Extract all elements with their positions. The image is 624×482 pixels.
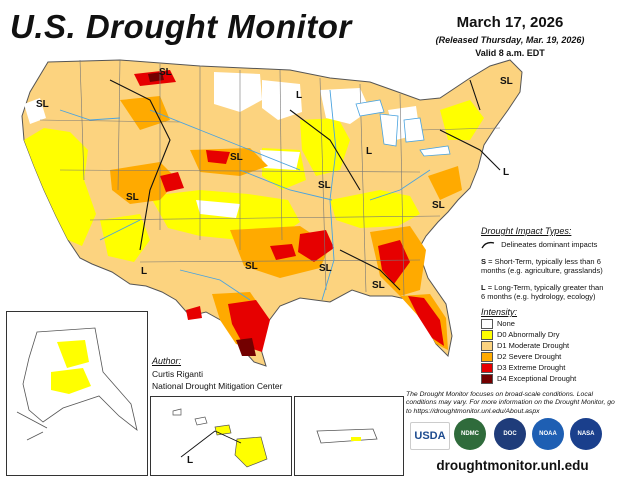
intensity-title: Intensity: (481, 307, 518, 317)
legend-d4: D4 Exceptional Drought (481, 374, 577, 385)
legend-d3-label: D3 Extreme Drought (497, 363, 566, 372)
state-borders (39, 59, 501, 297)
hawaii-map (172, 408, 268, 468)
release-date: (Released Thursday, Mar. 19, 2026) (435, 35, 585, 45)
puerto-rico-inset (294, 396, 404, 476)
legend-none: None (481, 319, 515, 330)
impact-s-text: = Short-Term, typically less than 6 mont… (481, 257, 603, 275)
label-l-new-mexico: L (141, 266, 148, 277)
hawaii-island-kauai (172, 408, 182, 416)
legend-d1-swatch (481, 341, 493, 352)
label-l-new-england: L (503, 167, 510, 178)
label-sl-montana: SL (159, 67, 172, 78)
author-label: Author: (152, 356, 182, 366)
usda-logo: USDA (410, 422, 450, 450)
website-link[interactable]: droughtmonitor.unl.edu (436, 458, 589, 473)
impact-long-term: L = Long-Term, typically greater than 6 … (481, 283, 606, 301)
legend-d0: D0 Abnormally Dry (481, 330, 560, 341)
d0-areas (24, 100, 484, 262)
label-sl-louisiana: SL (319, 263, 332, 274)
author-org: National Drought Mitigation Center (152, 381, 283, 391)
impact-l-text: = Long-Term, typically greater than 6 mo… (481, 283, 604, 301)
label-l-michigan: L (366, 146, 373, 157)
legend-d2-label: D2 Severe Drought (497, 352, 562, 361)
puerto-rico-d0 (351, 437, 361, 441)
label-l-hawaii: L (187, 455, 194, 466)
label-sl-maine: SL (500, 76, 513, 87)
legend-none-label: None (497, 319, 515, 328)
label-l-north-dakota: L (296, 90, 303, 101)
legend-d4-label: D4 Exceptional Drought (497, 374, 577, 383)
legend-d3: D3 Extreme Drought (481, 363, 566, 374)
impact-line-label: Delineates dominant impacts (501, 240, 598, 249)
map-title: U.S. Drought Monitor (10, 8, 352, 45)
legend-d2-swatch (481, 352, 493, 363)
legend-d3-swatch (481, 363, 493, 374)
legend-d0-swatch (481, 330, 493, 341)
hawaii-inset: L (150, 396, 292, 476)
impact-line-row: Delineates dominant impacts (481, 240, 597, 249)
ndmc-logo: NDMC (454, 418, 486, 450)
label-sl-iowa: SL (318, 180, 331, 191)
great-lakes (355, 99, 451, 157)
impact-lines (109, 79, 501, 291)
author-name: Curtis Riganti (152, 369, 204, 379)
nasa-logo: NASA (570, 418, 602, 450)
label-sl-texas: SL (245, 261, 258, 272)
alaska-d0-south (51, 368, 91, 394)
map-date: March 17, 2026 (456, 14, 564, 31)
rivers (59, 89, 431, 301)
legend-d1: D1 Moderate Drought (481, 341, 570, 352)
impact-s-code: S (481, 257, 487, 266)
label-sl-northwest: SL (36, 99, 49, 110)
label-sl-great-basin: SL (126, 192, 139, 203)
impact-types-title: Drought Impact Types: (481, 226, 572, 236)
hawaii-island-big (234, 436, 268, 468)
puerto-rico-map (316, 428, 378, 444)
legend-d0-label: D0 Abnormally Dry (497, 330, 560, 339)
hawaii-island-oahu (194, 416, 208, 426)
alaska-inset (6, 311, 148, 476)
valid-time: Valid 8 a.m. EDT (475, 48, 545, 58)
puerto-rico-outline (316, 428, 378, 444)
legend-d4-swatch (481, 374, 493, 385)
noaa-logo: NOAA (532, 418, 564, 450)
impact-l-code: L (481, 283, 486, 292)
legend-d1-label: D1 Moderate Drought (497, 341, 570, 350)
alaska-map (16, 327, 138, 441)
label-sl-plains: SL (230, 152, 243, 163)
alaska-d0-north (57, 340, 89, 368)
impact-line-icon (481, 241, 495, 249)
doc-logo: DOC (494, 418, 526, 450)
disclaimer-note: The Drought Monitor focuses on broad-sca… (406, 391, 615, 415)
label-sl-carolinas: SL (432, 200, 445, 211)
alaska-islands (16, 411, 48, 441)
hawaii-island-maui (214, 424, 232, 436)
legend-none-swatch (481, 319, 493, 330)
hawaii-impact-line (180, 430, 242, 458)
label-sl-georgia: SL (372, 280, 385, 291)
legend-d2: D2 Severe Drought (481, 352, 562, 363)
impact-short-term: S = Short-Term, typically less than 6 mo… (481, 257, 606, 275)
